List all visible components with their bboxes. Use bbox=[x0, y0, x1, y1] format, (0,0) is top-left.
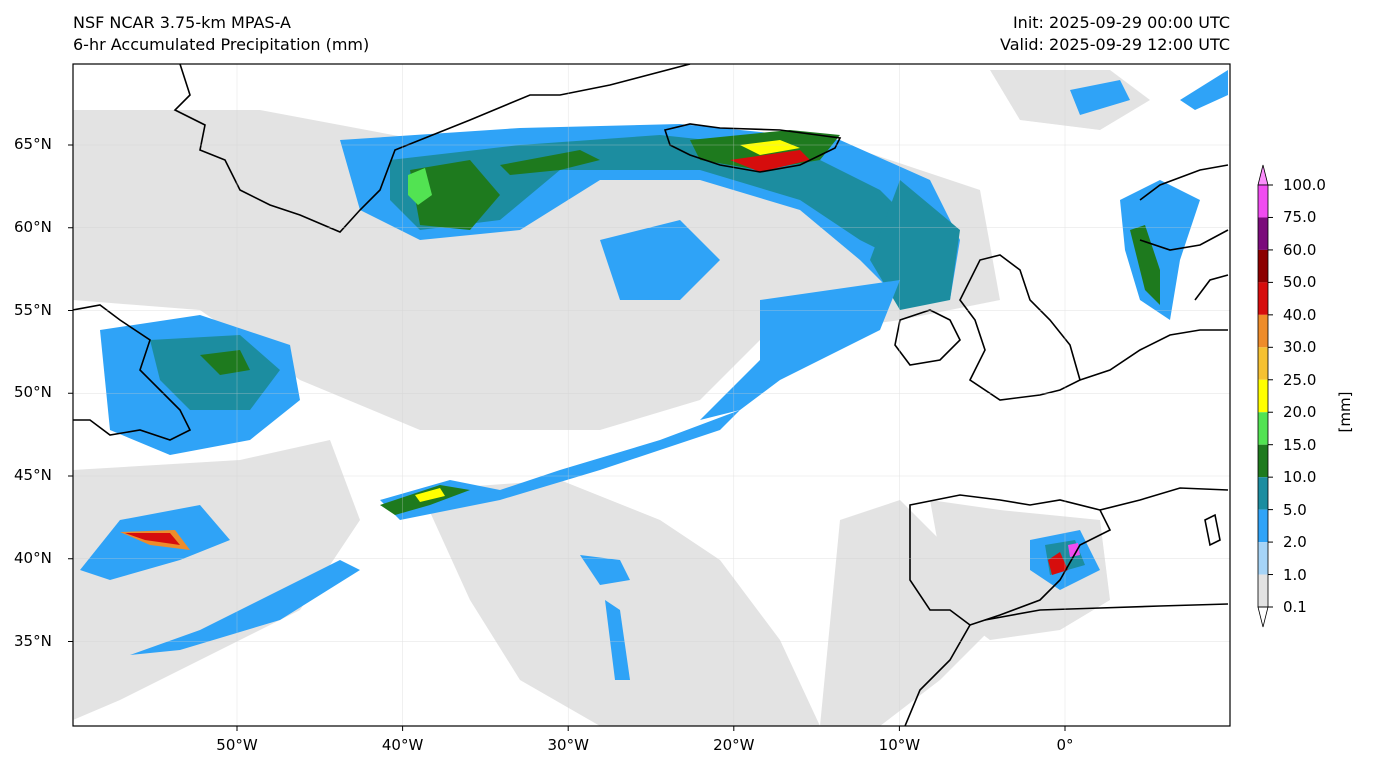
colorbar-segment bbox=[1258, 444, 1268, 478]
colorbar-tick-label: 15.0 bbox=[1283, 435, 1317, 454]
map-frame bbox=[72, 63, 1231, 727]
valid-time: Valid: 2025-09-29 12:00 UTC bbox=[999, 35, 1230, 54]
colorbar-tick-label: 50.0 bbox=[1283, 273, 1317, 292]
lon-label: 10°W bbox=[878, 736, 921, 754]
coastlines bbox=[73, 64, 1229, 726]
lat-label: 65°N bbox=[14, 135, 52, 153]
colorbar-segment bbox=[1258, 185, 1268, 218]
lon-label: 40°W bbox=[381, 736, 424, 754]
colorbar-segment bbox=[1258, 542, 1268, 575]
colorbar-tick-label: 60.0 bbox=[1283, 240, 1317, 259]
colorbar-segment bbox=[1258, 347, 1268, 380]
colorbar-tick-label: 75.0 bbox=[1283, 208, 1317, 227]
colorbar-segment bbox=[1258, 217, 1268, 250]
colorbar-tick-label: 40.0 bbox=[1283, 305, 1317, 324]
lon-label: 50°W bbox=[216, 736, 258, 754]
colorbar-under-arrow bbox=[1257, 606, 1269, 628]
field-name: 6-hr Accumulated Precipitation (mm) bbox=[73, 35, 370, 54]
lat-label: 55°N bbox=[14, 300, 52, 319]
precip-moderate bbox=[80, 70, 1228, 680]
colorbar-segment bbox=[1258, 282, 1268, 315]
colorbar-tick-label: 20.0 bbox=[1283, 403, 1317, 422]
colorbar-tick-label: 100.0 bbox=[1283, 176, 1326, 194]
colorbar-frame bbox=[1257, 184, 1269, 608]
lon-label: 30°W bbox=[547, 736, 589, 754]
precip-colorbar bbox=[1257, 164, 1273, 628]
colorbar-segment bbox=[1258, 249, 1268, 283]
init-time: Init: 2025-09-29 00:00 UTC bbox=[1012, 13, 1230, 32]
graticule bbox=[73, 64, 1230, 726]
lat-label: 50°N bbox=[14, 383, 52, 402]
colorbar-tick-label: 10.0 bbox=[1283, 468, 1317, 487]
model-name: NSF NCAR 3.75-km MPAS-A bbox=[73, 13, 291, 32]
colorbar-tick-label: 30.0 bbox=[1283, 338, 1317, 357]
colorbar-tick-label: 2.0 bbox=[1283, 533, 1307, 552]
lat-label: 40°N bbox=[14, 548, 52, 567]
lat-label: 45°N bbox=[14, 466, 52, 484]
colorbar-segment bbox=[1258, 477, 1268, 510]
lon-label: 0° bbox=[1056, 736, 1074, 754]
map-field bbox=[73, 64, 1230, 726]
colorbar-over-arrow bbox=[1257, 164, 1269, 186]
colorbar-tick-label: 25.0 bbox=[1283, 370, 1317, 389]
colorbar-unit-label: [mm] bbox=[1336, 391, 1354, 433]
colorbar-segment bbox=[1258, 509, 1268, 543]
lon-label: 20°W bbox=[713, 736, 755, 754]
colorbar-tick-label: 0.1 bbox=[1283, 598, 1307, 616]
colorbar-segment bbox=[1258, 314, 1268, 348]
lat-label: 35°N bbox=[14, 631, 52, 650]
map-title: NSF NCAR 3.75-km MPAS-A 6-hr Accumulated… bbox=[73, 12, 369, 56]
colorbar-segment bbox=[1258, 379, 1268, 413]
colorbar-segment bbox=[1258, 574, 1268, 607]
colorbar-segment bbox=[1258, 412, 1268, 445]
lat-label: 60°N bbox=[14, 217, 52, 236]
valid-time-block: Init: 2025-09-29 00:00 UTC Valid: 2025-0… bbox=[1000, 12, 1230, 56]
colorbar-tick-label: 5.0 bbox=[1283, 500, 1307, 519]
colorbar-tick-label: 1.0 bbox=[1283, 565, 1307, 584]
axis-ticks bbox=[68, 144, 1066, 731]
